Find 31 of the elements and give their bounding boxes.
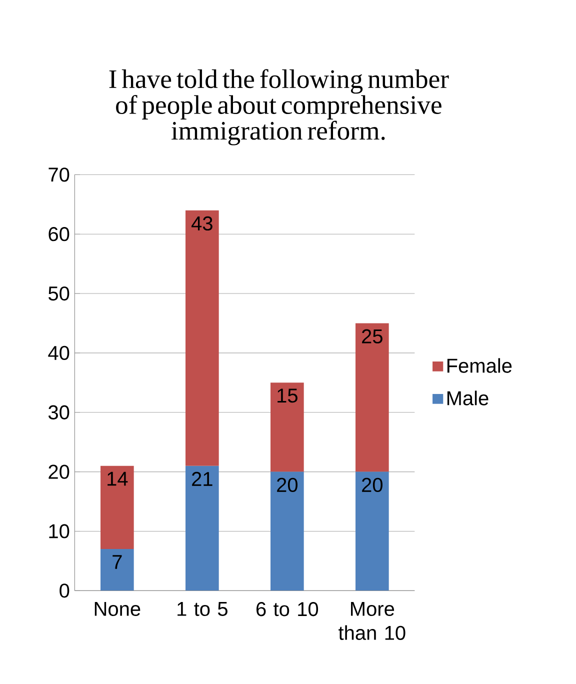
bar [270, 472, 304, 591]
data-label: 15 [278, 388, 298, 403]
bar [270, 382, 304, 472]
data-label: 25 [362, 329, 382, 344]
data-label: 20 [362, 478, 382, 492]
x-tick-label: 6 to 10 [256, 602, 318, 616]
chart-title: I have told the following number of people about comprehensive immigration reform. [109, 69, 449, 146]
x-tick-label: None [94, 602, 140, 616]
bar [356, 472, 389, 591]
bar [356, 323, 389, 472]
y-tick-label: 20 [48, 464, 70, 479]
data-label: 21 [192, 472, 212, 486]
y-tick-label: 50 [48, 286, 70, 301]
bar [100, 466, 134, 550]
y-tick-label: 0 [60, 584, 70, 598]
y-tick-label: 60 [48, 227, 70, 242]
y-tick-label: 10 [49, 524, 70, 538]
bar [186, 210, 219, 466]
x-tick-label: More than 10 [338, 602, 406, 640]
data-label: 7 [112, 555, 122, 569]
bar [100, 549, 134, 591]
y-tick-label: 30 [48, 405, 70, 420]
data-label: 20 [277, 478, 298, 492]
bar [186, 466, 219, 591]
data-label: 43 [191, 216, 212, 231]
y-tick-label: 40 [48, 346, 70, 360]
legend-label: Male [447, 390, 488, 406]
y-tick-label: 70 [48, 168, 70, 182]
legend-label: Female [447, 358, 512, 373]
data-label: 14 [108, 472, 128, 486]
x-tick-label: 1 to 5 [178, 602, 228, 616]
